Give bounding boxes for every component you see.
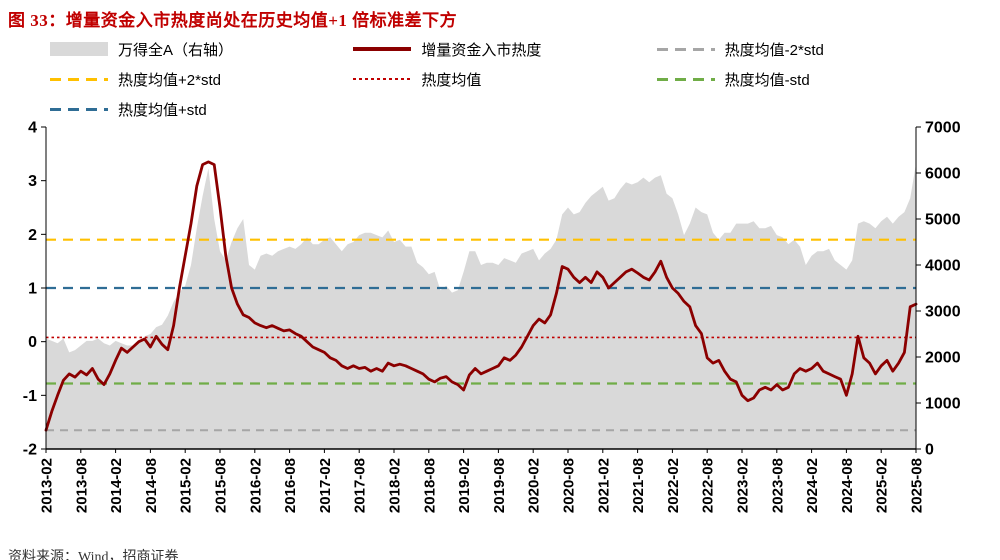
svg-text:2015-02: 2015-02 [178, 458, 195, 513]
svg-text:2025-02: 2025-02 [874, 458, 891, 513]
svg-text:0: 0 [925, 442, 934, 459]
svg-text:2000: 2000 [925, 350, 961, 367]
svg-text:2020-02: 2020-02 [526, 458, 543, 513]
svg-text:2023-02: 2023-02 [735, 458, 752, 513]
svg-text:3000: 3000 [925, 304, 961, 321]
svg-text:6000: 6000 [925, 166, 961, 183]
svg-text:2022-02: 2022-02 [665, 458, 682, 513]
svg-text:2017-02: 2017-02 [317, 458, 334, 513]
svg-text:2024-02: 2024-02 [804, 458, 821, 513]
chart-canvas: -2 -1 0 1 2 3 4 0 1000 2000 3000 4000 5000 6000 7000 20… [23, 120, 961, 514]
legend-swatch-line-icon [353, 47, 412, 51]
svg-text:5000: 5000 [925, 212, 961, 229]
svg-text:7000: 7000 [925, 120, 961, 137]
source-note: 资料来源：Wind，招商证券 [8, 550, 179, 560]
svg-text:1: 1 [28, 281, 37, 298]
legend-swatch-dashed-icon [656, 77, 715, 81]
svg-text:2017-08: 2017-08 [352, 458, 369, 513]
svg-text:2020-08: 2020-08 [561, 458, 578, 513]
legend-item: 增量资金入市热度 [353, 39, 656, 59]
svg-text:2015-08: 2015-08 [213, 458, 230, 513]
svg-text:2018-02: 2018-02 [387, 458, 404, 513]
svg-text:2023-08: 2023-08 [769, 458, 786, 513]
svg-text:-1: -1 [23, 388, 37, 405]
svg-text:1000: 1000 [925, 396, 961, 413]
legend-item: 热度均值+std [50, 99, 353, 119]
legend-item: 热度均值 [353, 69, 656, 89]
svg-text:4: 4 [28, 120, 37, 137]
legend-swatch-dashed-icon [50, 107, 108, 111]
svg-text:2022-08: 2022-08 [700, 458, 717, 513]
svg-text:2: 2 [28, 227, 37, 244]
svg-text:2018-08: 2018-08 [421, 458, 438, 513]
right-axis-labels: 0 1000 2000 3000 4000 5000 6000 7000 [916, 120, 961, 459]
svg-text:2025-08: 2025-08 [909, 458, 926, 513]
legend-label: 增量资金入市热度 [421, 41, 542, 59]
legend-item: 热度均值+2*std [50, 69, 353, 89]
legend-swatch-dashed-icon [50, 77, 108, 81]
legend-item: 万得全A（右轴） [50, 39, 353, 59]
svg-text:3: 3 [28, 173, 37, 190]
chart-title: 图 33：增量资金入市热度尚处在历史均值+1 倍标准差下方 [8, 11, 458, 30]
x-axis-labels: 2013-02 2013-08 2014-02 2014-08 2015-02 2015-… [39, 449, 926, 513]
heat-line-series [44, 160, 918, 432]
svg-text:2016-08: 2016-08 [282, 458, 299, 513]
legend-label: 热度均值-std [724, 71, 810, 89]
svg-text:2019-02: 2019-02 [456, 458, 473, 513]
legend-label: 热度均值+std [118, 101, 207, 119]
svg-text:2021-08: 2021-08 [630, 458, 647, 513]
legend-label: 热度均值+2*std [118, 71, 221, 89]
legend: 万得全A（右轴） 增量资金入市热度 热度均值-2*std 热度均值+2*std 热度均值… [50, 39, 960, 119]
svg-text:0: 0 [28, 334, 37, 351]
svg-text:2021-02: 2021-02 [595, 458, 612, 513]
svg-text:2013-02: 2013-02 [39, 458, 56, 513]
svg-text:4000: 4000 [925, 258, 961, 275]
area-series [46, 163, 916, 450]
legend-label: 热度均值 [421, 71, 482, 89]
legend-item: 热度均值-std [656, 69, 960, 89]
svg-text:2016-02: 2016-02 [247, 458, 264, 513]
svg-text:2014-08: 2014-08 [143, 458, 160, 513]
legend-label: 万得全A（右轴） [118, 41, 234, 59]
legend-swatch-dashed-icon [656, 47, 715, 51]
left-axis-labels: -2 -1 0 1 2 3 4 [23, 120, 46, 459]
svg-text:2014-02: 2014-02 [108, 458, 125, 513]
legend-label: 热度均值-2*std [724, 41, 824, 59]
svg-text:-2: -2 [23, 442, 37, 459]
svg-text:2019-08: 2019-08 [491, 458, 508, 513]
svg-text:2024-08: 2024-08 [839, 458, 856, 513]
legend-swatch-area-icon [50, 42, 108, 56]
legend-swatch-dotted-icon [353, 77, 412, 81]
svg-text:2013-08: 2013-08 [73, 458, 90, 513]
legend-item: 热度均值-2*std [656, 39, 960, 59]
